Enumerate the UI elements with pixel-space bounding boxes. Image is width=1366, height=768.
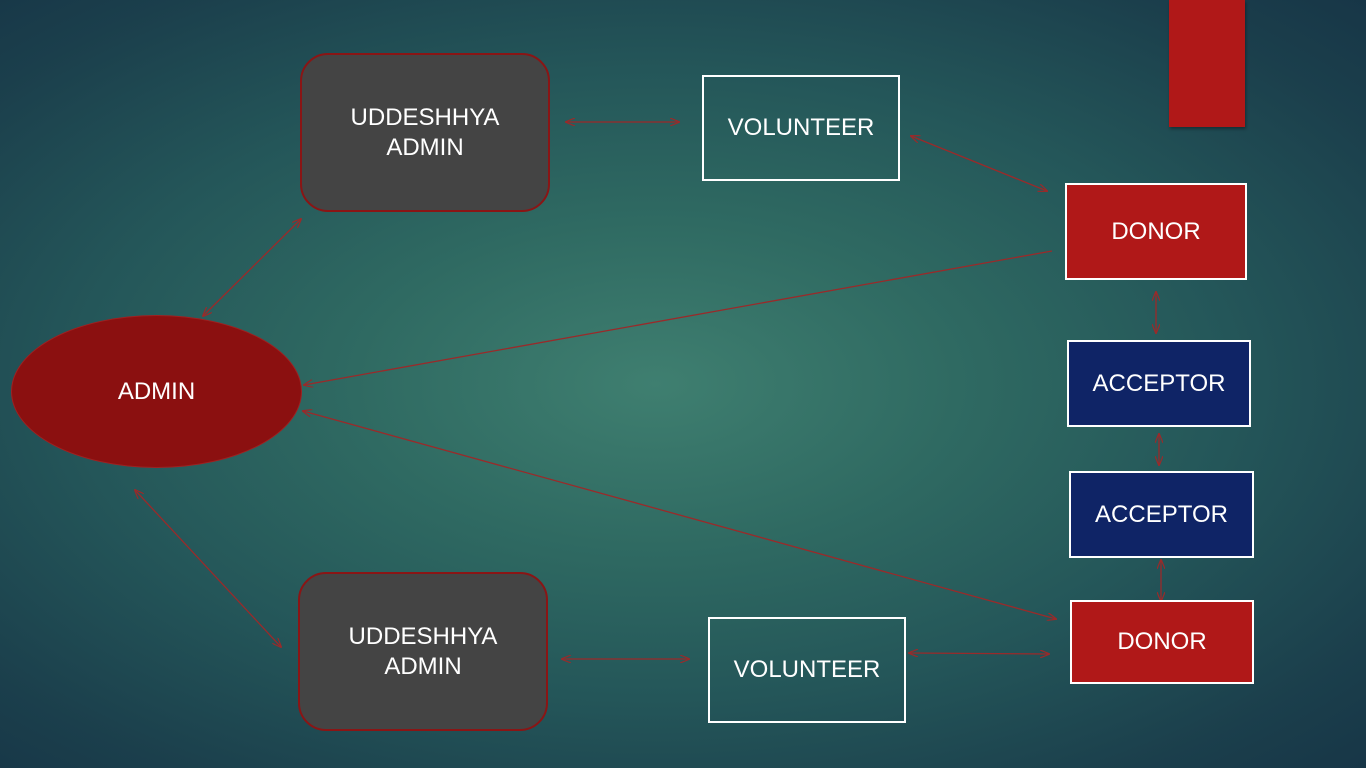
- acceptor-node-bottom: ACCEPTOR: [1069, 471, 1254, 558]
- uddeshhya-admin-bottom-line2: ADMIN: [384, 652, 462, 680]
- volunteer-top-label: VOLUNTEER: [727, 114, 875, 141]
- acceptor-top-label: ACCEPTOR: [1092, 369, 1226, 397]
- decorative-red-bar: [1169, 0, 1245, 127]
- edge-donor-top-admin: [304, 250, 1053, 385]
- uddeshhya-admin-top-line2: ADMIN: [386, 133, 464, 161]
- volunteer-node-bottom: VOLUNTEER: [708, 617, 906, 723]
- acceptor-bottom-label: ACCEPTOR: [1095, 500, 1228, 528]
- uddeshhya-admin-bottom-line1: UDDESHHYA: [348, 622, 498, 650]
- donor-node-bottom: DONOR: [1070, 600, 1254, 684]
- edge-volunteer-bottom-donor-bottom: [909, 653, 1049, 654]
- admin-label: ADMIN: [117, 377, 196, 405]
- volunteer-bottom-label: VOLUNTEER: [733, 656, 881, 683]
- edge-volunteer-top-donor-top: [911, 136, 1047, 191]
- uddeshhya-admin-top-line1: UDDESHHYA: [350, 103, 500, 131]
- admin-node: ADMIN: [11, 315, 302, 468]
- uddeshhya-admin-node-bottom: UDDESHHYA ADMIN: [298, 572, 548, 731]
- edge-admin-uddeshhya-bottom: [135, 490, 281, 647]
- donor-bottom-label: DONOR: [1117, 628, 1207, 655]
- donor-node-top: DONOR: [1065, 183, 1247, 280]
- edge-admin-donor-bottom: [303, 411, 1056, 619]
- uddeshhya-admin-node-top: UDDESHHYA ADMIN: [300, 53, 550, 212]
- acceptor-node-top: ACCEPTOR: [1067, 340, 1251, 427]
- donor-top-label: DONOR: [1111, 217, 1201, 245]
- volunteer-node-top: VOLUNTEER: [702, 75, 900, 181]
- edge-admin-uddeshhya-top: [203, 219, 301, 316]
